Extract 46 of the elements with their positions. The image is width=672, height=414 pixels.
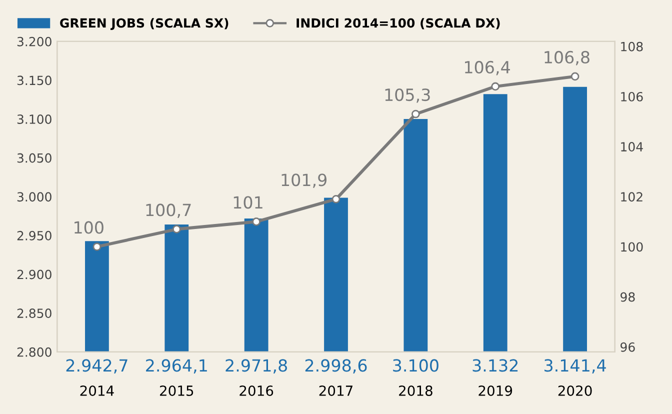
data-label: 106,4 xyxy=(465,60,510,76)
y-tick-label: 3.150 xyxy=(17,76,52,86)
y2-tick-label: 106 xyxy=(621,92,643,102)
x-tick-label: 2014 xyxy=(80,385,114,396)
y-tick-label: 2.950 xyxy=(17,230,52,240)
data-label: 2.998,6 xyxy=(305,359,367,374)
data-label: 100,7 xyxy=(146,204,191,218)
x-tick-label: 2016 xyxy=(240,385,274,396)
data-label: 3.132 xyxy=(472,359,518,372)
data-label: 3.100 xyxy=(393,359,438,372)
y-tick-label: 2.850 xyxy=(17,308,52,318)
y2-tick-label: 98 xyxy=(620,292,635,302)
y2-tick-label: 108 xyxy=(621,42,643,52)
point xyxy=(491,82,500,91)
x-tick-label: 2015 xyxy=(160,385,194,396)
point xyxy=(172,225,181,234)
point xyxy=(412,110,420,118)
x-tick-label: 2017 xyxy=(319,385,352,396)
y-tick-label: 3.050 xyxy=(17,153,52,163)
x-tick-label: 2020 xyxy=(558,385,592,396)
x-tick-label: 2019 xyxy=(478,385,512,396)
data-label: 2.971,8 xyxy=(226,359,287,374)
y-tick-label: 3.200 xyxy=(17,36,52,46)
point xyxy=(252,218,260,226)
y2-tick-label: 102 xyxy=(621,192,642,202)
data-label: 105,3 xyxy=(385,88,430,103)
y2-tick-label: 100 xyxy=(621,242,643,252)
data-label: 100 xyxy=(74,221,104,234)
legend-label: INDICI 2014=100 (SCALA DX) xyxy=(296,18,500,30)
data-label: 101 xyxy=(234,196,262,209)
data-label: 106,8 xyxy=(544,50,590,66)
point xyxy=(570,72,580,81)
data-label: 3.141,4 xyxy=(544,359,606,374)
y-tick-label: 3.000 xyxy=(17,192,52,202)
legend-label: GREEN JOBS (SCALA SX) xyxy=(60,18,228,30)
x-tick-label: 2018 xyxy=(399,385,432,396)
y-tick-label: 2.900 xyxy=(17,270,52,280)
data-label: 101,9 xyxy=(282,174,326,188)
y2-tick-label: 104 xyxy=(621,142,643,152)
data-label: 2.964,1 xyxy=(146,359,207,374)
y-tick-label: 3.100 xyxy=(17,114,52,124)
point xyxy=(332,194,340,204)
data-label: 2.942,7 xyxy=(66,359,128,374)
y2-tick-label: 96 xyxy=(620,342,635,352)
point xyxy=(92,242,102,251)
y-tick-label: 2.800 xyxy=(17,347,52,357)
